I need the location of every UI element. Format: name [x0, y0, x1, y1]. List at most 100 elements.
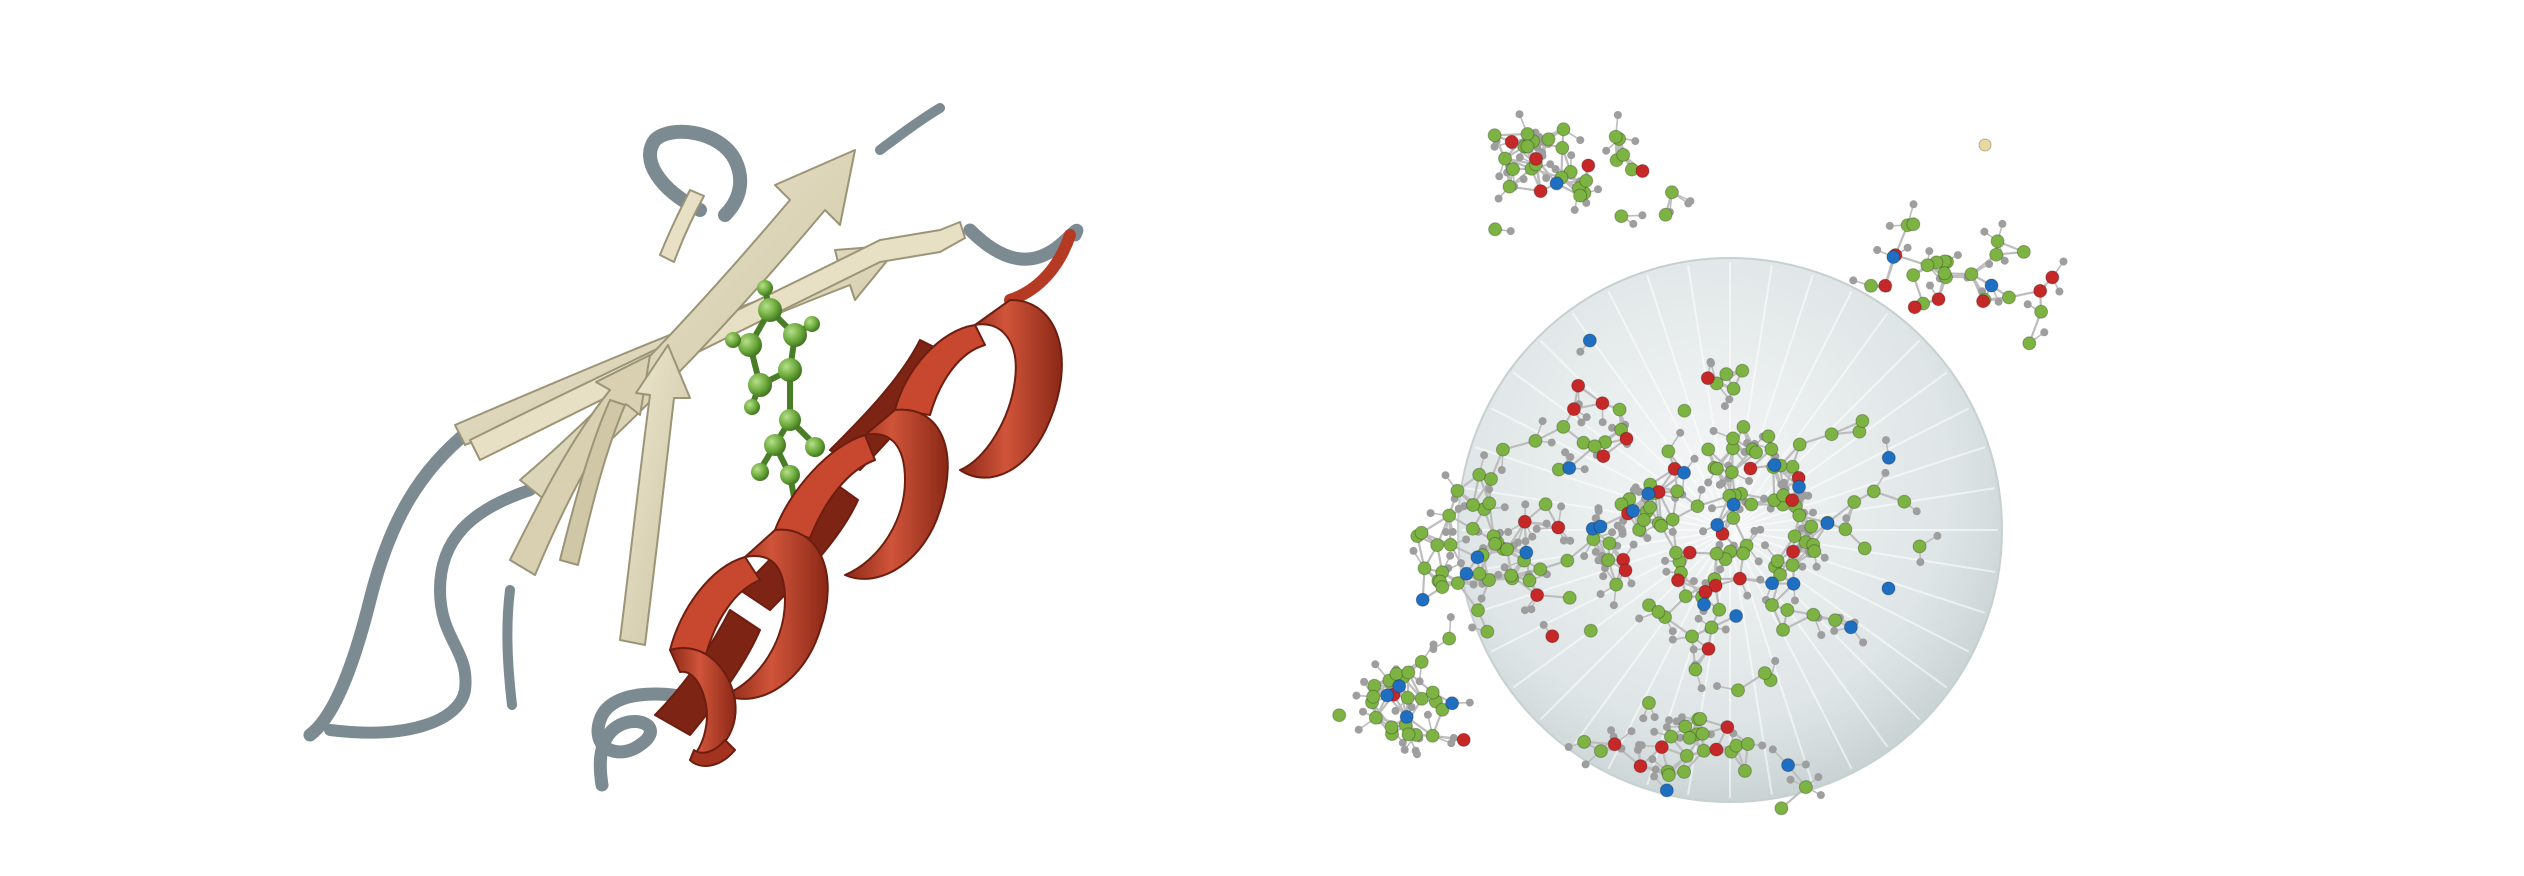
- oxygen-atom: [1530, 588, 1545, 603]
- hydrogen-atom: [1609, 601, 1618, 610]
- carbon-atom: [1366, 689, 1381, 704]
- nitrogen-atom: [1881, 450, 1896, 465]
- carbon-atom: [1804, 519, 1819, 534]
- carbon-atom: [1989, 247, 2004, 262]
- hydrogen-atom: [1538, 417, 1547, 426]
- sphere-ray: [1729, 487, 1995, 531]
- hydrogen-atom: [1690, 454, 1699, 463]
- oxygen-atom: [1566, 402, 1581, 417]
- oxygen-atom: [1618, 563, 1633, 578]
- hydrogen-atom: [1515, 153, 1524, 162]
- carbon-atom: [1798, 780, 1813, 795]
- carbon-atom: [1785, 558, 1800, 572]
- hydrogen-atom: [1668, 635, 1677, 644]
- carbon-atom: [1664, 729, 1678, 744]
- carbon-atom: [1601, 553, 1616, 567]
- hydrogen-atom: [1881, 468, 1890, 477]
- hydrogen-atom: [1426, 509, 1435, 518]
- carbon-atom: [1541, 132, 1556, 147]
- hydrogen-atom: [1916, 558, 1925, 567]
- hydrogen-atom: [1582, 198, 1591, 207]
- oxygen-atom: [2045, 270, 2060, 285]
- carbon-atom: [2022, 336, 2037, 351]
- carbon-atom: [1866, 484, 1881, 499]
- hydrogen-atom: [1980, 227, 1989, 236]
- hydrogen-atom: [1820, 553, 1829, 562]
- carbon-atom: [1731, 683, 1745, 698]
- nitrogen-atom: [1399, 709, 1414, 724]
- carbon-atom: [1573, 188, 1588, 203]
- nitrogen-atom: [1582, 333, 1597, 348]
- carbon-atom: [1389, 666, 1404, 681]
- hydrogen-atom: [1500, 563, 1509, 572]
- carbon-atom: [1824, 427, 1839, 442]
- hydrogen-atom: [1809, 508, 1817, 517]
- carbon-atom: [1776, 622, 1790, 637]
- nitrogen-atom: [1593, 519, 1608, 534]
- hydrogen-atom: [1756, 575, 1765, 584]
- carbon-atom: [1828, 613, 1843, 628]
- hydrogen-atom: [1704, 478, 1713, 487]
- hydrogen-atom: [1547, 438, 1556, 447]
- oxygen-atom: [1743, 461, 1758, 476]
- carbon-atom: [1528, 433, 1543, 448]
- hydrogen-atom: [1504, 528, 1513, 536]
- hydrogen-atom: [1633, 745, 1642, 754]
- carbon-atom: [1864, 278, 1878, 293]
- carbon-atom: [2034, 304, 2049, 319]
- carbon-atom: [1857, 541, 1872, 556]
- oxygen-atom: [1701, 641, 1716, 656]
- sphere-ray: [1687, 529, 1731, 795]
- nitrogen-atom: [1697, 597, 1711, 612]
- hydrogen-atom: [1635, 614, 1644, 623]
- carbon-atom: [1472, 566, 1487, 581]
- sphere-ray: [1539, 529, 1731, 721]
- hydrogen-atom: [1477, 594, 1486, 603]
- carbon-atom: [1466, 498, 1480, 512]
- nitrogen-atom: [1765, 576, 1780, 591]
- hydrogen-atom: [1743, 591, 1752, 600]
- hydrogen-atom: [1506, 227, 1515, 236]
- sphere-ray: [1571, 529, 1731, 748]
- hydrogen-atom: [1423, 710, 1432, 719]
- hydrogen-atom: [1557, 502, 1566, 511]
- hydrogen-atom: [1882, 436, 1890, 445]
- carbon-atom: [1651, 604, 1666, 619]
- hydrogen-atom: [1672, 717, 1681, 726]
- carbon-atom: [1506, 162, 1520, 177]
- oxygen-atom: [1878, 278, 1893, 293]
- loop-helix-top: [1004, 229, 1076, 306]
- hydrogen-atom: [1462, 535, 1471, 544]
- hydrogen-atom: [1701, 579, 1710, 588]
- carbon-atom: [1401, 665, 1416, 680]
- loop-bottom: [591, 687, 707, 792]
- hydrogen-atom: [1564, 743, 1573, 751]
- carbon-atom: [1736, 419, 1751, 434]
- hydrogen-atom: [1497, 466, 1506, 474]
- carbon-atom: [1737, 763, 1752, 778]
- hydrogen-atom: [1668, 627, 1677, 636]
- sphere-ray: [1539, 339, 1731, 531]
- nitrogen-atom: [1677, 465, 1691, 480]
- helix-turn-3: [724, 528, 829, 700]
- carbon-atom: [1482, 496, 1497, 511]
- hydrogen-atom: [1411, 746, 1420, 755]
- atoms: [1332, 110, 2068, 816]
- hydrogen-atom: [1812, 562, 1821, 571]
- hydrogen-atom: [1756, 525, 1765, 534]
- oxygen-atom: [1709, 742, 1724, 757]
- hydrogen-atom: [1686, 197, 1695, 206]
- carbon-atom: [1502, 179, 1517, 194]
- carbon-atom: [1735, 363, 1750, 378]
- oxygen-atom: [1533, 184, 1548, 199]
- carbon-atom: [1642, 598, 1656, 613]
- hydrogen-atom: [1465, 698, 1474, 707]
- carbon-atom: [1636, 513, 1651, 527]
- carbon-atom: [1677, 764, 1692, 779]
- hydrogen-atom: [1903, 243, 1912, 252]
- carbon-atom: [1504, 568, 1519, 583]
- hydrogen-atom: [1798, 562, 1807, 571]
- carbon-atom: [1587, 439, 1602, 454]
- carbon-atom: [1533, 562, 1548, 577]
- carbon-atom: [1602, 536, 1617, 551]
